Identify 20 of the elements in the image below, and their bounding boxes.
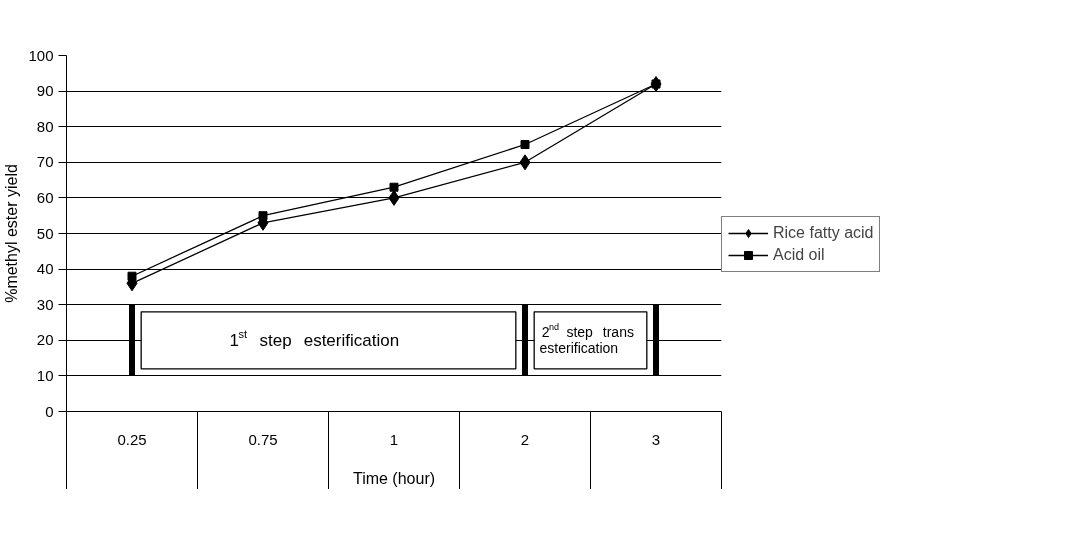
legend-label: Acid oil [773,246,825,265]
y-tick-label: 100 [28,46,54,64]
y-tick-label: 30 [36,295,54,313]
y-tick-label: 20 [36,331,54,349]
y-tick-label: 80 [36,117,54,135]
x-tick-label: 3 [651,430,661,448]
legend-label: Rice fatty acid [773,224,874,243]
x-tick-label: 0.25 [117,430,147,448]
x-tick-label: 2 [520,430,530,448]
y-axis-title: %methyl ester yield [3,164,21,303]
x-axis-title: Time (hour) [352,469,436,487]
x-tick-label: 1 [389,430,399,448]
y-tick-label: 60 [36,188,54,206]
y-tick-label: 90 [36,82,54,100]
y-tick-label: 70 [36,153,54,171]
y-tick-label: 10 [36,366,54,384]
x-tick-label: 0.75 [248,430,278,448]
y-tick-label: 50 [36,224,54,242]
y-tick-label: 40 [36,260,54,278]
y-tick-label: 0 [45,402,54,420]
